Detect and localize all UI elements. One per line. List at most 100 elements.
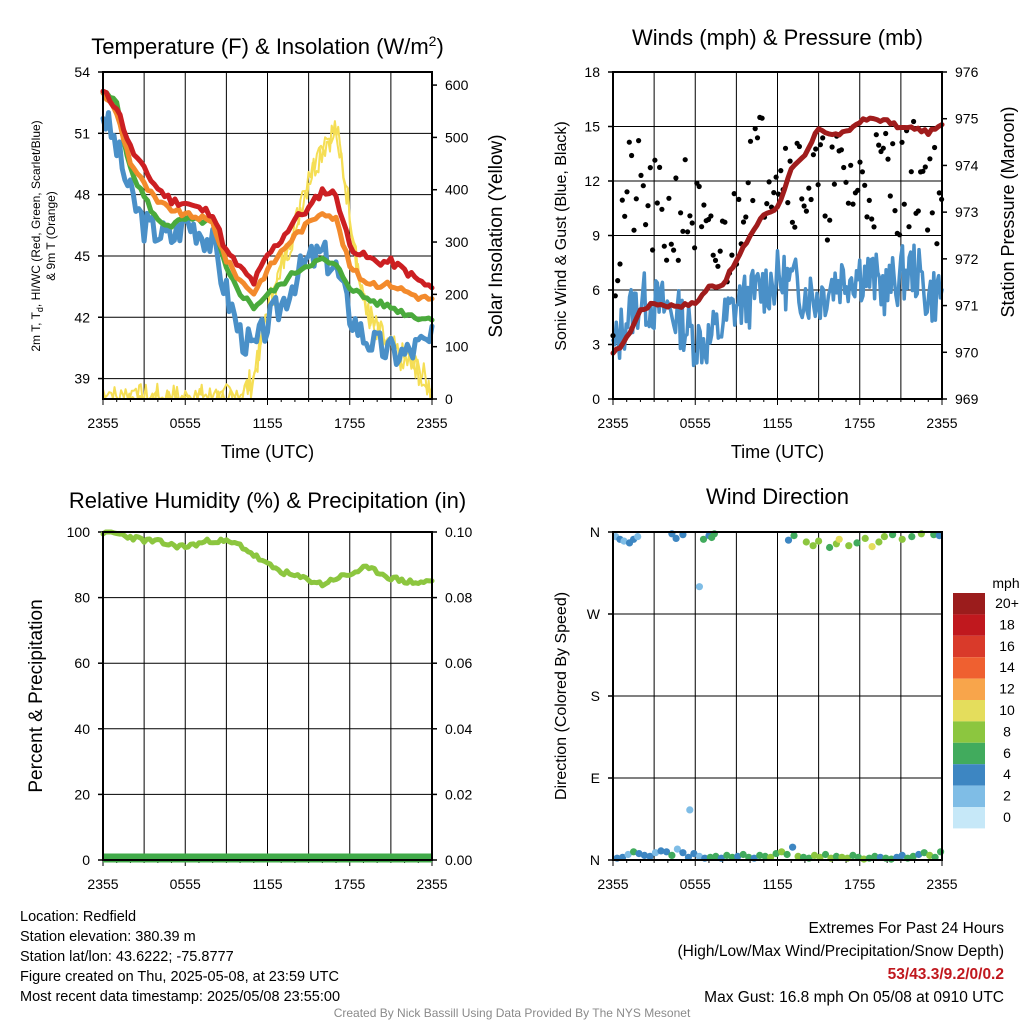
x-axis-label: Time (UTC) bbox=[731, 442, 824, 462]
gust-point bbox=[754, 135, 761, 141]
colorbar-swatch bbox=[953, 807, 985, 829]
colorbar-tick-label: 6 bbox=[1003, 745, 1011, 761]
direction-point bbox=[734, 852, 742, 861]
x-tick-label: 2355 bbox=[87, 876, 118, 892]
direction-point bbox=[640, 851, 649, 860]
gust-point bbox=[899, 139, 905, 145]
gust-point bbox=[652, 157, 658, 163]
gust-point bbox=[671, 247, 677, 253]
y2-tick-label: 0.02 bbox=[445, 786, 472, 802]
direction-point bbox=[794, 852, 802, 861]
y-tick-label: 6 bbox=[592, 282, 600, 298]
gust-point bbox=[885, 156, 891, 162]
gust-point bbox=[631, 227, 637, 233]
gust-point bbox=[897, 232, 903, 238]
panel-4-frame bbox=[608, 531, 943, 866]
y-tick-label: S bbox=[591, 688, 600, 704]
direction-point bbox=[672, 534, 680, 543]
direction-point bbox=[815, 537, 823, 545]
direction-point bbox=[790, 532, 798, 540]
gust-point bbox=[792, 224, 798, 230]
colorbar-tick-label: 8 bbox=[1003, 723, 1011, 739]
colorbar-swatch bbox=[953, 635, 985, 658]
direction-point bbox=[908, 533, 916, 541]
extremes-title: Extremes For Past 24 Hours bbox=[808, 920, 1004, 937]
gust-point bbox=[880, 145, 886, 151]
gust-point bbox=[911, 118, 917, 125]
colorbar-swatch bbox=[953, 742, 985, 765]
x-tick-label: 0555 bbox=[680, 876, 711, 892]
gust-point bbox=[624, 189, 630, 195]
gust-point bbox=[715, 263, 721, 269]
direction-point bbox=[679, 849, 687, 857]
gust-point bbox=[699, 224, 705, 230]
gust-point bbox=[892, 208, 898, 214]
direction-point bbox=[756, 851, 764, 860]
y-tick-label: 45 bbox=[74, 248, 90, 264]
x-tick-label: 2355 bbox=[416, 415, 447, 431]
y2-tick-label: 972 bbox=[955, 251, 979, 267]
direction-point bbox=[784, 536, 793, 544]
gust-point bbox=[643, 222, 649, 228]
y-tick-label: 48 bbox=[74, 187, 90, 203]
y2-tick-label: 600 bbox=[445, 77, 469, 93]
y-axis-label: 2m T, Td, HI/WC (Red, Green, Scarlet/Blu… bbox=[29, 120, 45, 351]
x-tick-label: 0555 bbox=[680, 415, 711, 431]
colorbar-swatch bbox=[953, 614, 985, 636]
gust-point bbox=[920, 168, 926, 174]
direction-point bbox=[898, 535, 906, 543]
gust-point bbox=[789, 219, 796, 225]
gust-point bbox=[787, 158, 793, 164]
gust-point bbox=[640, 183, 646, 189]
y2-tick-label: 973 bbox=[955, 204, 979, 220]
x-tick-label: 2355 bbox=[87, 415, 118, 431]
temp2m-line bbox=[100, 88, 435, 291]
gust-point bbox=[771, 190, 777, 196]
pressure-line bbox=[610, 115, 945, 356]
direction-point bbox=[783, 850, 791, 859]
x-tick-label: 2355 bbox=[597, 876, 628, 892]
gust-point bbox=[855, 187, 861, 193]
gust-point bbox=[685, 229, 691, 235]
colorbar-tick-label: 18 bbox=[999, 616, 1015, 632]
x-tick-label: 0555 bbox=[170, 876, 201, 892]
gust-point bbox=[689, 220, 695, 226]
y-tick-label: E bbox=[591, 770, 600, 786]
gust-point bbox=[876, 142, 882, 148]
gust-point bbox=[862, 182, 868, 188]
gust-point bbox=[806, 185, 812, 191]
colorbar-swatch bbox=[953, 593, 985, 615]
direction-point bbox=[789, 843, 797, 851]
direction-point bbox=[849, 851, 857, 860]
y-tick-label: 18 bbox=[584, 64, 600, 80]
y-axis-label-2: & 9m T (Orange) bbox=[44, 191, 58, 281]
direction-point bbox=[845, 542, 853, 550]
y2-tick-label: 0.00 bbox=[445, 852, 472, 868]
gust-point bbox=[934, 241, 940, 247]
y2-tick-label: 0.08 bbox=[445, 590, 472, 606]
y-tick-label: 100 bbox=[67, 524, 91, 540]
station-info: Location: Redfield Station elevation: 38… bbox=[20, 907, 340, 1007]
y-axis-label: Sonic Wind & Gust (Blue, Black) bbox=[553, 121, 570, 350]
gust-point bbox=[857, 159, 863, 165]
gust-point bbox=[782, 145, 789, 151]
y-tick-label: 42 bbox=[74, 309, 90, 325]
gust-point bbox=[629, 152, 635, 159]
extremes-panel: Extremes For Past 24 Hours (High/Low/Max… bbox=[678, 917, 1005, 1009]
y-tick-label: 39 bbox=[74, 371, 90, 387]
direction-point bbox=[739, 850, 747, 859]
gust-point bbox=[936, 190, 942, 196]
gust-point bbox=[929, 210, 935, 216]
gust-point bbox=[827, 217, 833, 223]
gust-point bbox=[864, 214, 870, 220]
direction-point bbox=[699, 535, 708, 543]
direction-point bbox=[920, 849, 928, 857]
gust-point bbox=[752, 126, 758, 132]
y2-axis-label: Solar Insolation (Yellow) bbox=[486, 134, 507, 337]
x-tick-label: 2355 bbox=[597, 415, 628, 431]
direction-point bbox=[646, 852, 654, 861]
x-tick-label: 2355 bbox=[926, 876, 957, 892]
gust-point bbox=[650, 247, 656, 253]
plot-border bbox=[612, 531, 943, 861]
direction-point bbox=[695, 583, 704, 591]
